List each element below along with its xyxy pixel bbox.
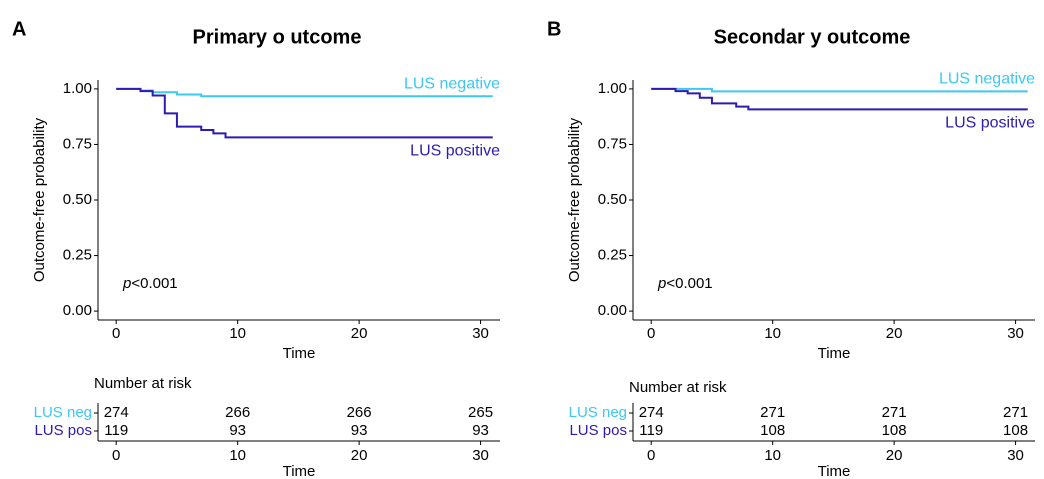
x-axis-label: Time <box>818 345 851 362</box>
y-tick-label: 0.75 <box>63 135 92 152</box>
y-tick-label: 0.75 <box>598 135 627 152</box>
risk-count: 265 <box>468 404 493 421</box>
risk-row-label: LUS pos <box>34 422 92 439</box>
panel-label: B <box>547 18 561 40</box>
risk-count: 274 <box>639 404 664 421</box>
risk-x-tick-label: 30 <box>1007 447 1024 464</box>
risk-count: 93 <box>229 422 246 439</box>
risk-count: 108 <box>760 422 785 439</box>
risk-count: 266 <box>225 404 250 421</box>
risk-count: 271 <box>760 404 785 421</box>
risk-row-label: LUS pos <box>569 422 627 439</box>
risk-x-tick-label: 10 <box>229 447 246 464</box>
annotation: p<0.001 <box>657 275 713 292</box>
survival-curve <box>651 87 1028 111</box>
x-tick-label: 10 <box>764 325 781 342</box>
risk-x-tick-label: 30 <box>472 447 489 464</box>
risk-x-axis-label: Time <box>283 463 316 479</box>
survival-curve <box>651 87 1028 93</box>
series-label: LUS negative <box>939 71 1035 88</box>
risk-x-tick-label: 20 <box>351 447 368 464</box>
risk-row-label: LUS neg <box>34 404 92 421</box>
risk-x-axis-label: Time <box>818 463 851 479</box>
risk-x-tick-label: 0 <box>112 447 120 464</box>
x-tick-label: 20 <box>886 325 903 342</box>
risk-table-title: Number at risk <box>629 379 727 396</box>
series-label: LUS positive <box>410 143 500 160</box>
x-tick-label: 10 <box>229 325 246 342</box>
annotation-part: p <box>657 275 666 292</box>
x-tick-label: 20 <box>351 325 368 342</box>
annotation-part: <0.001 <box>131 275 177 292</box>
x-tick-label: 0 <box>647 325 655 342</box>
chart-title: Primary o utcome <box>193 26 362 48</box>
risk-count: 119 <box>639 422 663 439</box>
risk-table-title: Number at risk <box>94 375 192 392</box>
x-tick-label: 30 <box>472 325 489 342</box>
risk-count: 274 <box>104 404 129 421</box>
risk-count: 271 <box>1003 404 1028 421</box>
risk-count: 93 <box>351 422 368 439</box>
risk-count: 266 <box>347 404 372 421</box>
annotation-part: p <box>122 275 131 292</box>
risk-x-tick-label: 0 <box>647 447 655 464</box>
panel-label: A <box>12 18 26 40</box>
y-tick-label: 0.25 <box>63 247 92 264</box>
risk-count: 108 <box>882 422 907 439</box>
y-tick-label: 1.00 <box>63 80 92 97</box>
chart-title: Secondar y outcome <box>714 26 911 48</box>
y-tick-label: 0.50 <box>598 191 627 208</box>
y-tick-label: 0.50 <box>63 191 92 208</box>
annotation: p<0.001 <box>122 275 178 292</box>
series-label: LUS positive <box>945 115 1035 132</box>
x-tick-label: 30 <box>1007 325 1024 342</box>
annotation-part: <0.001 <box>666 275 712 292</box>
x-tick-label: 0 <box>112 325 120 342</box>
y-axis-label: Outcome-free probability <box>31 117 48 282</box>
risk-count: 119 <box>104 422 128 439</box>
y-tick-label: 0.00 <box>598 302 627 319</box>
survival-curve <box>116 87 493 139</box>
y-tick-label: 0.00 <box>63 302 92 319</box>
risk-count: 108 <box>1003 422 1028 439</box>
series-label: LUS negative <box>404 75 500 92</box>
risk-count: 271 <box>882 404 907 421</box>
risk-row-label: LUS neg <box>569 404 627 421</box>
x-axis-label: Time <box>283 345 316 362</box>
risk-x-tick-label: 20 <box>886 447 903 464</box>
y-tick-label: 1.00 <box>598 80 627 97</box>
risk-count: 93 <box>472 422 489 439</box>
risk-x-tick-label: 10 <box>764 447 781 464</box>
y-axis-label: Outcome-free probability <box>566 117 583 282</box>
y-tick-label: 0.25 <box>598 247 627 264</box>
